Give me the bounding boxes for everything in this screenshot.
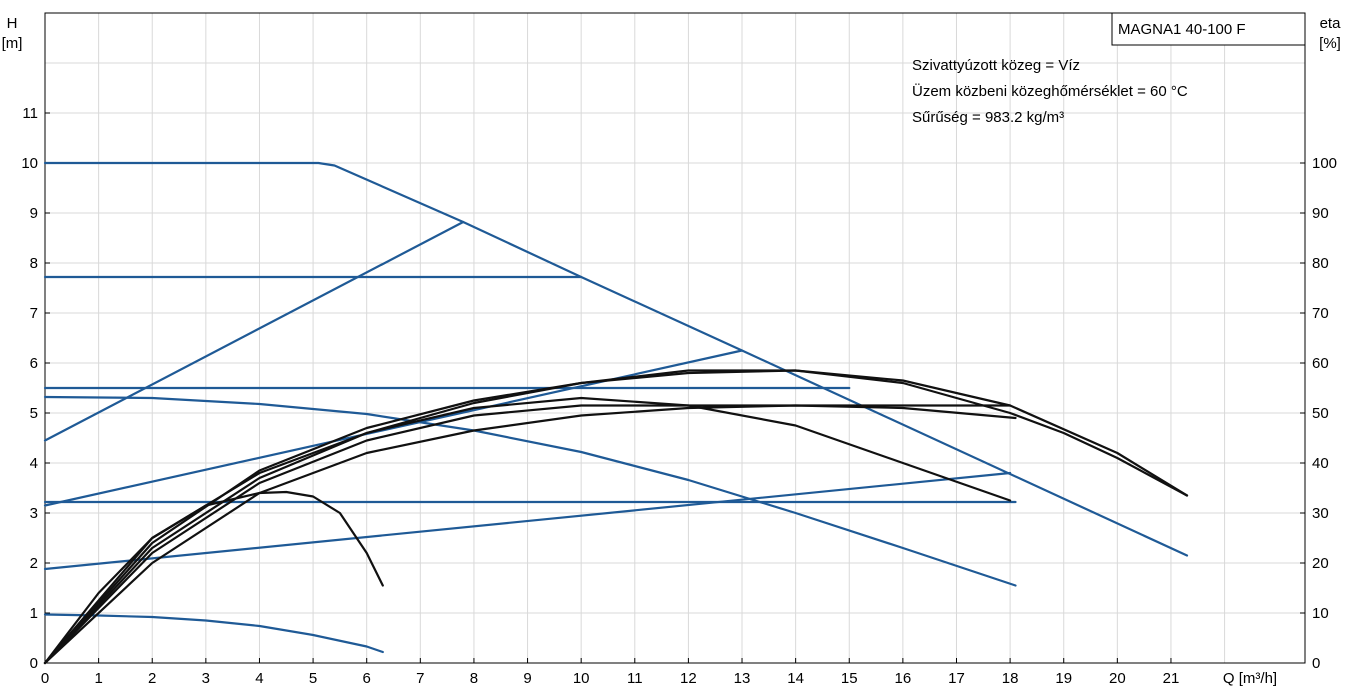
x-tick-label: 9 (523, 670, 531, 687)
y-left-tick-label: 5 (30, 405, 38, 422)
x-tick-label: 4 (255, 670, 263, 687)
y-right-tick-label: 0 (1312, 655, 1320, 672)
note-medium: Szivattyúzott közeg = Víz (912, 57, 1080, 74)
y-right-tick-label: 40 (1312, 455, 1329, 472)
y-left-tick-label: 4 (30, 455, 38, 472)
y-left-tick-label: 2 (30, 555, 38, 572)
note-density: Sűrűség = 983.2 kg/m³ (912, 109, 1064, 126)
y-right-tick-label: 50 (1312, 405, 1329, 422)
plot-frame (44, 12, 1306, 664)
head-curve (43, 349, 744, 507)
x-tick-label: 19 (1055, 670, 1072, 687)
y-left-tick-label: 9 (30, 205, 38, 222)
x-axis-label: Q [m³/h] (1223, 670, 1277, 687)
x-tick-label: 8 (470, 670, 478, 687)
x-tick-label: 13 (734, 670, 751, 687)
x-tick-label: 14 (787, 670, 804, 687)
x-tick-label: 20 (1109, 670, 1126, 687)
efficiency-curve (43, 404, 1017, 665)
y-right-tick-label: 30 (1312, 505, 1329, 522)
head-curve (43, 161, 1189, 557)
x-tick-label: 3 (202, 670, 210, 687)
y-left-tick-label: 1 (30, 605, 38, 622)
x-tick-label: 12 (680, 670, 697, 687)
tick-labels: 0 1 2 3 4 5 6 7 8 9 10 11 12 13 14 15 16 17 18 19 20 21012345… (21, 105, 1337, 687)
efficiency-curve (43, 404, 1012, 665)
x-tick-label: 21 (1163, 670, 1180, 687)
y-axis-right-name: eta (1320, 15, 1342, 32)
y-right-tick-label: 10 (1312, 605, 1329, 622)
x-tick-label: 18 (1002, 670, 1019, 687)
x-tick-label: 0 (41, 670, 49, 687)
y-right-tick-label: 80 (1312, 255, 1329, 272)
y-left-tick-label: 7 (30, 305, 38, 322)
y-left-tick-label: 3 (30, 505, 38, 522)
y-right-tick-label: 70 (1312, 305, 1329, 322)
y-left-tick-label: 0 (30, 655, 38, 672)
efficiency-curve (43, 369, 1189, 665)
y-axis-left-unit: [m] (2, 35, 23, 52)
head-curve (43, 395, 1017, 587)
x-tick-label: 16 (895, 670, 912, 687)
x-tick-label: 5 (309, 670, 317, 687)
head-curve (43, 471, 1012, 571)
y-axis-right-unit: [%] (1319, 35, 1341, 52)
y-right-tick-label: 60 (1312, 355, 1329, 372)
y-right-tick-label: 100 (1312, 155, 1337, 172)
x-tick-label: 1 (94, 670, 102, 687)
y-left-tick-label: 8 (30, 255, 38, 272)
y-left-tick-label: 6 (30, 355, 38, 372)
x-tick-label: 7 (416, 670, 424, 687)
y-left-tick-label: 11 (22, 105, 38, 122)
x-tick-label: 11 (627, 670, 643, 687)
grid-lines (44, 13, 1305, 663)
model-label-box (1111, 12, 1306, 46)
y-right-tick-label: 20 (1312, 555, 1329, 572)
axis-ticks (44, 112, 1305, 664)
x-tick-label: 10 (573, 670, 590, 687)
x-tick-label: 17 (948, 670, 965, 687)
x-tick-label: 15 (841, 670, 858, 687)
y-axis-left-name: H (7, 15, 18, 32)
efficiency-curve (43, 369, 1189, 665)
model-label: MAGNA1 40-100 F (1118, 21, 1246, 38)
x-tick-label: 2 (148, 670, 156, 687)
efficiency-curve (43, 490, 384, 665)
curve-layer (43, 161, 1189, 665)
head-curve (43, 220, 465, 442)
y-left-tick-label: 10 (21, 155, 38, 172)
head-curve (43, 613, 384, 654)
y-right-tick-label: 90 (1312, 205, 1329, 222)
x-tick-label: 6 (363, 670, 371, 687)
note-temperature: Üzem közbeni közeghőmérséklet = 60 °C (912, 82, 1188, 100)
